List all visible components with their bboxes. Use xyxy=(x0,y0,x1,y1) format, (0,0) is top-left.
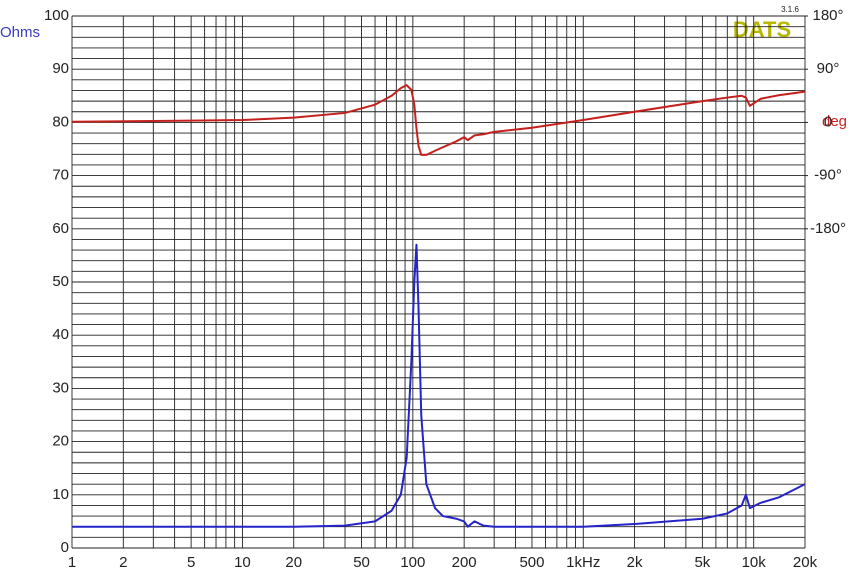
x-tick-label: 5 xyxy=(187,554,195,570)
y-tick-label: 60 xyxy=(52,220,69,237)
y2-tick-label: 90° xyxy=(817,60,840,77)
series-line xyxy=(71,84,806,156)
x-tick-label: 20 xyxy=(285,554,302,570)
x-tick-label: 1kHz xyxy=(566,554,600,570)
y-tick-label: 0 xyxy=(61,539,69,556)
version: 3.1.6 xyxy=(781,5,799,14)
y-tick-label: 10 xyxy=(52,486,69,503)
y-tick-label: 80 xyxy=(52,113,69,130)
y-tick-label: 20 xyxy=(52,433,69,450)
y-tick-label: 50 xyxy=(52,273,69,290)
watermark: DATS xyxy=(733,17,791,42)
y2-tick-label: 180° xyxy=(812,7,843,24)
y2-tick-label: -180° xyxy=(810,220,846,237)
y-tick-label: 70 xyxy=(52,167,69,184)
x-tick-label: 1 xyxy=(68,554,76,570)
series-line xyxy=(72,243,806,528)
x-tick-label: 5k xyxy=(694,554,710,570)
x-tick-label: 50 xyxy=(353,554,370,570)
y-tick-label: 100 xyxy=(44,7,69,24)
x-tick-label: 2 xyxy=(119,554,127,570)
x-tick-label: 10k xyxy=(742,554,767,570)
y-tick-label: 40 xyxy=(52,326,69,343)
y2-axis-label: deg xyxy=(822,113,847,130)
y-axis-label: Ohms xyxy=(0,24,40,41)
y-tick-label: 30 xyxy=(52,379,69,396)
y-tick-label: 90 xyxy=(52,60,69,77)
x-tick-label: 100 xyxy=(400,554,425,570)
y2-tick-label: -90° xyxy=(814,167,842,184)
x-tick-label: 200 xyxy=(452,554,477,570)
x-tick-label: 500 xyxy=(519,554,544,570)
x-tick-label: 20k xyxy=(793,554,818,570)
x-tick-label: 2k xyxy=(627,554,643,570)
x-tick-label: 10 xyxy=(234,554,251,570)
y2-tick-label: 0 xyxy=(824,113,832,130)
